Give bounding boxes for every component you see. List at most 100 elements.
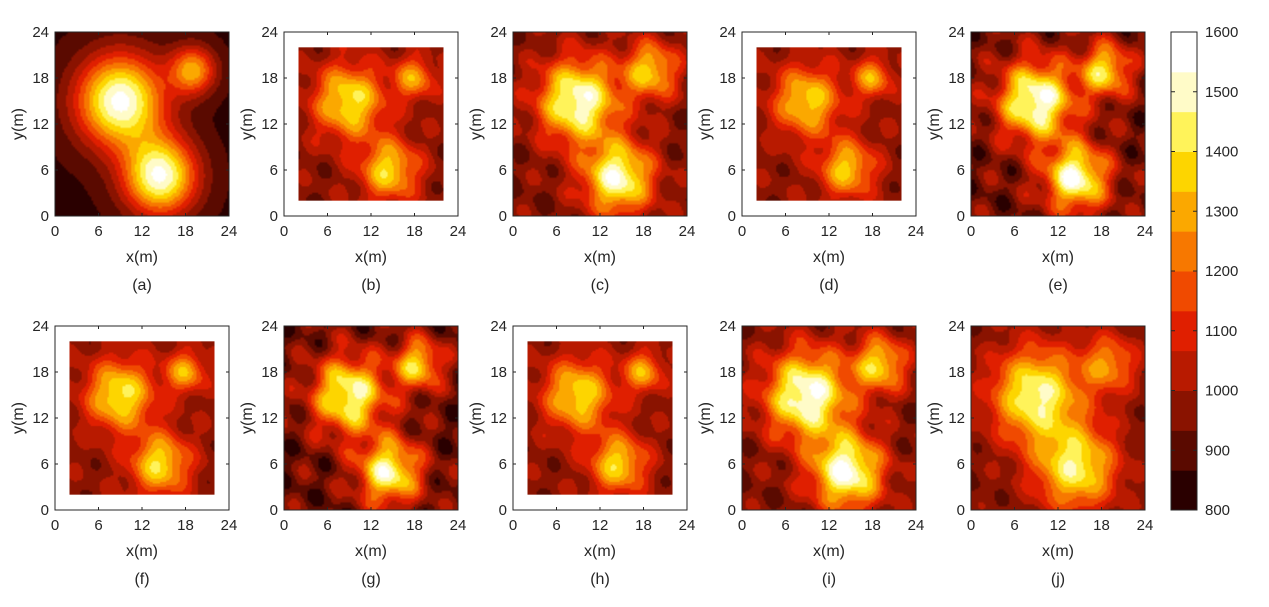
- y-tick-label: 18: [32, 364, 49, 381]
- x-tick-label: 24: [1137, 517, 1154, 534]
- subplot-caption: (b): [361, 277, 381, 294]
- y-tick-label: 18: [490, 70, 507, 87]
- subplot-caption: (d): [819, 277, 839, 294]
- x-axis-label: x(m): [126, 249, 158, 266]
- subplot-d: 00 6 6 12 12 18 18 24 24 x(m) y(m) (d): [697, 24, 924, 294]
- y-axis-label: y(m): [468, 108, 485, 140]
- colorbar-segment: [1171, 470, 1197, 511]
- y-tick-label: 6: [41, 456, 49, 473]
- y-tick-label: 0: [41, 208, 49, 225]
- x-axis-label: x(m): [355, 543, 387, 560]
- heatmap-image: [971, 326, 1145, 510]
- x-tick-label: 12: [592, 517, 609, 534]
- x-tick-label: 18: [406, 223, 423, 240]
- x-tick-label: 12: [592, 223, 609, 240]
- y-tick-label: 24: [719, 24, 736, 41]
- heatmap-image: [971, 32, 1145, 216]
- x-tick-label: 24: [908, 517, 925, 534]
- x-tick-label: 6: [94, 223, 102, 240]
- colorbar-segment: [1171, 350, 1197, 391]
- x-tick-label: 6: [552, 517, 560, 534]
- y-axis-label: y(m): [239, 108, 256, 140]
- subplot-caption: (a): [132, 277, 152, 294]
- colorbar-segment: [1171, 32, 1197, 73]
- y-tick-label: 18: [948, 364, 965, 381]
- colorbar-tick-label: 1600: [1205, 24, 1238, 41]
- y-tick-label: 24: [32, 24, 49, 41]
- x-tick-label: 12: [363, 223, 380, 240]
- y-tick-label: 12: [261, 410, 278, 427]
- y-tick-label: 18: [719, 364, 736, 381]
- y-tick-label: 6: [728, 162, 736, 179]
- x-tick-label: 6: [781, 517, 789, 534]
- x-tick-label: 18: [864, 517, 881, 534]
- y-axis-label: y(m): [239, 402, 256, 434]
- y-tick-label: 0: [270, 208, 278, 225]
- x-tick-label: 24: [908, 223, 925, 240]
- y-tick-label: 18: [490, 364, 507, 381]
- subplot-f: 00 6 6 12 12 18 18 24 24 x(m) y(m) (f): [10, 318, 237, 588]
- x-tick-label: 6: [94, 517, 102, 534]
- y-tick-label: 6: [270, 162, 278, 179]
- heatmap-image: [298, 47, 444, 201]
- x-tick-label: 24: [221, 517, 238, 534]
- x-tick-label: 18: [1093, 517, 1110, 534]
- subplot-e: 00 6 6 12 12 18 18 24 24 x(m) y(m) (e): [926, 24, 1153, 294]
- colorbar-tick-label: 900: [1205, 442, 1230, 459]
- y-tick-label: 18: [261, 364, 278, 381]
- subplot-caption: (e): [1048, 277, 1068, 294]
- heatmap-image: [527, 341, 673, 495]
- x-tick-label: 18: [635, 223, 652, 240]
- colorbar: 1600 1500 1400 1300 1200 1100 1000 900 800: [1170, 24, 1238, 519]
- y-tick-label: 12: [32, 410, 49, 427]
- colorbar-tick-label: 1500: [1205, 84, 1238, 101]
- subplot-caption: (i): [822, 571, 836, 588]
- x-tick-label: 18: [177, 517, 194, 534]
- y-tick-label: 12: [719, 410, 736, 427]
- x-tick-label: 0: [280, 517, 288, 534]
- x-tick-label: 24: [679, 517, 696, 534]
- subplot-a: 00 6 6 12 12 18 18 24 24 x(m) y(m) (a): [10, 24, 237, 294]
- y-tick-label: 0: [957, 502, 965, 519]
- panel-grid: 0066121218182424x(m)y(m)(a)0066121218182…: [10, 24, 1153, 588]
- x-tick-label: 24: [221, 223, 238, 240]
- x-tick-label: 18: [406, 517, 423, 534]
- colorbar-tick-label: 1300: [1205, 203, 1238, 220]
- x-tick-label: 12: [134, 517, 151, 534]
- x-axis-label: x(m): [813, 543, 845, 560]
- x-tick-label: 0: [509, 517, 517, 534]
- subplot-caption: (c): [591, 277, 610, 294]
- subplot-c: 00 6 6 12 12 18 18 24 24 x(m) y(m) (c): [468, 24, 695, 294]
- x-tick-label: 12: [821, 223, 838, 240]
- x-tick-label: 12: [821, 517, 838, 534]
- x-tick-label: 12: [363, 517, 380, 534]
- y-tick-label: 12: [948, 410, 965, 427]
- x-tick-label: 18: [635, 517, 652, 534]
- subplot-h: 00 6 6 12 12 18 18 24 24 x(m) y(m) (h): [468, 318, 695, 588]
- x-tick-label: 12: [1050, 517, 1067, 534]
- colorbar-tick-label: 1100: [1205, 323, 1237, 340]
- x-tick-label: 0: [738, 223, 746, 240]
- heatmap-image: [756, 47, 902, 201]
- y-tick-label: 0: [728, 502, 736, 519]
- y-tick-label: 0: [41, 502, 49, 519]
- y-tick-label: 12: [948, 116, 965, 133]
- y-tick-label: 24: [719, 318, 736, 335]
- x-tick-label: 6: [323, 517, 331, 534]
- x-tick-label: 0: [51, 517, 59, 534]
- colorbar-segment: [1171, 310, 1197, 352]
- x-tick-label: 12: [1050, 223, 1067, 240]
- x-axis-label: x(m): [584, 249, 616, 266]
- x-tick-label: 0: [967, 223, 975, 240]
- x-axis-label: x(m): [355, 249, 387, 266]
- colorbar-tick-label: 1400: [1205, 144, 1238, 161]
- y-tick-label: 6: [728, 456, 736, 473]
- x-tick-label: 0: [738, 517, 746, 534]
- colorbar-segment: [1171, 390, 1197, 431]
- subplot-caption: (g): [361, 571, 381, 588]
- y-axis-label: y(m): [926, 108, 943, 140]
- y-tick-label: 0: [270, 502, 278, 519]
- y-axis-label: y(m): [697, 402, 714, 434]
- x-tick-label: 24: [450, 223, 467, 240]
